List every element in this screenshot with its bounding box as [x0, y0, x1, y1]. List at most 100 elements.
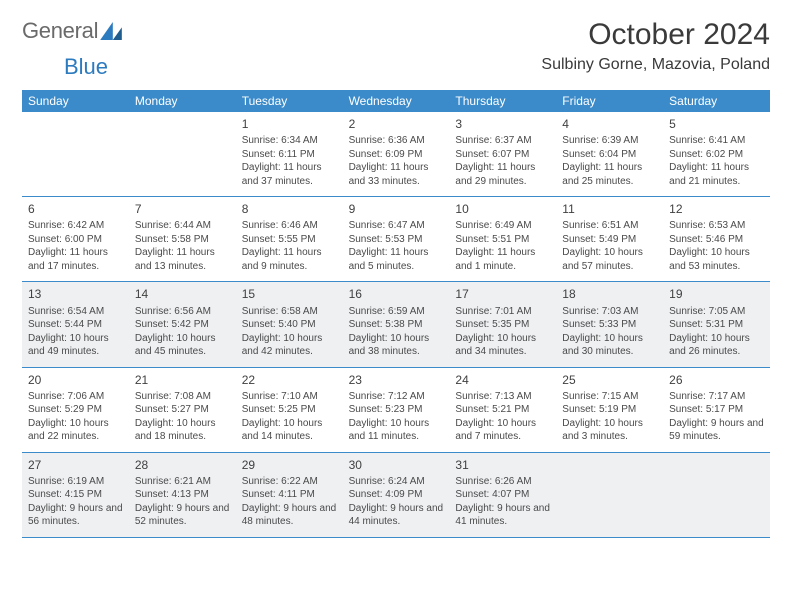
daylight-line: Daylight: 11 hours and 13 minutes.: [135, 246, 230, 273]
sunrise-line: Sunrise: 6:37 AM: [455, 134, 550, 148]
sunrise-line: Sunrise: 6:19 AM: [28, 475, 123, 489]
sunrise-line: Sunrise: 7:10 AM: [242, 390, 337, 404]
sunset-line: Sunset: 5:35 PM: [455, 318, 550, 332]
sunrise-line: Sunrise: 7:05 AM: [669, 305, 764, 319]
daylight-line: Daylight: 11 hours and 37 minutes.: [242, 161, 337, 188]
sunset-line: Sunset: 5:58 PM: [135, 233, 230, 247]
sunset-line: Sunset: 5:44 PM: [28, 318, 123, 332]
calendar-day-cell: 26Sunrise: 7:17 AMSunset: 5:17 PMDayligh…: [663, 368, 770, 452]
sunset-line: Sunset: 5:53 PM: [349, 233, 444, 247]
day-number: 8: [242, 201, 337, 217]
sunrise-line: Sunrise: 6:36 AM: [349, 134, 444, 148]
calendar-day-cell: 19Sunrise: 7:05 AMSunset: 5:31 PMDayligh…: [663, 282, 770, 366]
daylight-line: Daylight: 10 hours and 53 minutes.: [669, 246, 764, 273]
day-number: 24: [455, 372, 550, 388]
sunset-line: Sunset: 5:29 PM: [28, 403, 123, 417]
day-number: 23: [349, 372, 444, 388]
sunrise-line: Sunrise: 6:49 AM: [455, 219, 550, 233]
day-number: 1: [242, 116, 337, 132]
day-number: 21: [135, 372, 230, 388]
daylight-line: Daylight: 9 hours and 59 minutes.: [669, 417, 764, 444]
sunrise-line: Sunrise: 6:58 AM: [242, 305, 337, 319]
day-number: 2: [349, 116, 444, 132]
day-number: 28: [135, 457, 230, 473]
calendar-day-cell: 5Sunrise: 6:41 AMSunset: 6:02 PMDaylight…: [663, 112, 770, 196]
sunset-line: Sunset: 5:17 PM: [669, 403, 764, 417]
sunset-line: Sunset: 5:33 PM: [562, 318, 657, 332]
daylight-line: Daylight: 11 hours and 29 minutes.: [455, 161, 550, 188]
calendar-day-cell: 9Sunrise: 6:47 AMSunset: 5:53 PMDaylight…: [343, 197, 450, 281]
calendar-week-row: 13Sunrise: 6:54 AMSunset: 5:44 PMDayligh…: [22, 282, 770, 367]
calendar-day-cell: 29Sunrise: 6:22 AMSunset: 4:11 PMDayligh…: [236, 453, 343, 537]
calendar-day-cell: 31Sunrise: 6:26 AMSunset: 4:07 PMDayligh…: [449, 453, 556, 537]
sunset-line: Sunset: 5:27 PM: [135, 403, 230, 417]
month-title: October 2024: [541, 18, 770, 52]
daylight-line: Daylight: 9 hours and 44 minutes.: [349, 502, 444, 529]
daylight-line: Daylight: 10 hours and 11 minutes.: [349, 417, 444, 444]
day-number: 3: [455, 116, 550, 132]
daylight-line: Daylight: 10 hours and 14 minutes.: [242, 417, 337, 444]
calendar: SundayMondayTuesdayWednesdayThursdayFrid…: [22, 90, 770, 538]
calendar-week-row: 20Sunrise: 7:06 AMSunset: 5:29 PMDayligh…: [22, 368, 770, 453]
calendar-week-row: 1Sunrise: 6:34 AMSunset: 6:11 PMDaylight…: [22, 112, 770, 197]
daylight-line: Daylight: 11 hours and 17 minutes.: [28, 246, 123, 273]
calendar-day-cell: 6 Sunrise: 6:42 AMSunset: 6:00 PMDaylight…: [22, 197, 129, 281]
calendar-empty-cell: [22, 112, 129, 196]
calendar-day-cell: 12Sunrise: 6:53 AMSunset: 5:46 PMDayligh…: [663, 197, 770, 281]
day-number: 25: [562, 372, 657, 388]
sunrise-line: Sunrise: 6:42 AM: [28, 219, 123, 233]
calendar-day-cell: 7Sunrise: 6:44 AMSunset: 5:58 PMDaylight…: [129, 197, 236, 281]
calendar-day-cell: 4Sunrise: 6:39 AMSunset: 6:04 PMDaylight…: [556, 112, 663, 196]
daylight-line: Daylight: 10 hours and 38 minutes.: [349, 332, 444, 359]
daylight-line: Daylight: 10 hours and 7 minutes.: [455, 417, 550, 444]
day-number: 6: [28, 201, 123, 217]
sunset-line: Sunset: 6:00 PM: [28, 233, 123, 247]
daylight-line: Daylight: 10 hours and 57 minutes.: [562, 246, 657, 273]
sunrise-line: Sunrise: 6:21 AM: [135, 475, 230, 489]
sunrise-line: Sunrise: 7:06 AM: [28, 390, 123, 404]
sunrise-line: Sunrise: 7:08 AM: [135, 390, 230, 404]
day-number: 27: [28, 457, 123, 473]
sunrise-line: Sunrise: 6:41 AM: [669, 134, 764, 148]
sunrise-line: Sunrise: 6:46 AM: [242, 219, 337, 233]
sunset-line: Sunset: 4:09 PM: [349, 488, 444, 502]
day-number: 20: [28, 372, 123, 388]
sunset-line: Sunset: 5:21 PM: [455, 403, 550, 417]
day-number: 26: [669, 372, 764, 388]
daylight-line: Daylight: 11 hours and 33 minutes.: [349, 161, 444, 188]
day-number: 22: [242, 372, 337, 388]
day-number: 12: [669, 201, 764, 217]
calendar-day-header: SundayMondayTuesdayWednesdayThursdayFrid…: [22, 90, 770, 112]
sunset-line: Sunset: 6:04 PM: [562, 148, 657, 162]
sunset-line: Sunset: 6:02 PM: [669, 148, 764, 162]
sunrise-line: Sunrise: 6:56 AM: [135, 305, 230, 319]
sunrise-line: Sunrise: 6:53 AM: [669, 219, 764, 233]
daylight-line: Daylight: 9 hours and 48 minutes.: [242, 502, 337, 529]
day-header-cell: Saturday: [663, 90, 770, 112]
calendar-day-cell: 14Sunrise: 6:56 AMSunset: 5:42 PMDayligh…: [129, 282, 236, 366]
daylight-line: Daylight: 11 hours and 25 minutes.: [562, 161, 657, 188]
daylight-line: Daylight: 11 hours and 5 minutes.: [349, 246, 444, 273]
calendar-day-cell: 23Sunrise: 7:12 AMSunset: 5:23 PMDayligh…: [343, 368, 450, 452]
calendar-day-cell: 1Sunrise: 6:34 AMSunset: 6:11 PMDaylight…: [236, 112, 343, 196]
calendar-day-cell: 28Sunrise: 6:21 AMSunset: 4:13 PMDayligh…: [129, 453, 236, 537]
day-header-cell: Monday: [129, 90, 236, 112]
sunset-line: Sunset: 5:49 PM: [562, 233, 657, 247]
sunset-line: Sunset: 4:11 PM: [242, 488, 337, 502]
brand-word-2: Blue: [64, 54, 108, 79]
sunrise-line: Sunrise: 7:01 AM: [455, 305, 550, 319]
daylight-line: Daylight: 11 hours and 9 minutes.: [242, 246, 337, 273]
daylight-line: Daylight: 11 hours and 1 minute.: [455, 246, 550, 273]
daylight-line: Daylight: 9 hours and 52 minutes.: [135, 502, 230, 529]
day-number: 18: [562, 286, 657, 302]
sunset-line: Sunset: 5:38 PM: [349, 318, 444, 332]
daylight-line: Daylight: 10 hours and 49 minutes.: [28, 332, 123, 359]
sunset-line: Sunset: 4:07 PM: [455, 488, 550, 502]
calendar-day-cell: 27Sunrise: 6:19 AMSunset: 4:15 PMDayligh…: [22, 453, 129, 537]
brand-word-1: General: [22, 18, 98, 44]
day-number: 5: [669, 116, 764, 132]
calendar-empty-cell: [129, 112, 236, 196]
sunrise-line: Sunrise: 7:12 AM: [349, 390, 444, 404]
daylight-line: Daylight: 10 hours and 22 minutes.: [28, 417, 123, 444]
daylight-line: Daylight: 10 hours and 3 minutes.: [562, 417, 657, 444]
